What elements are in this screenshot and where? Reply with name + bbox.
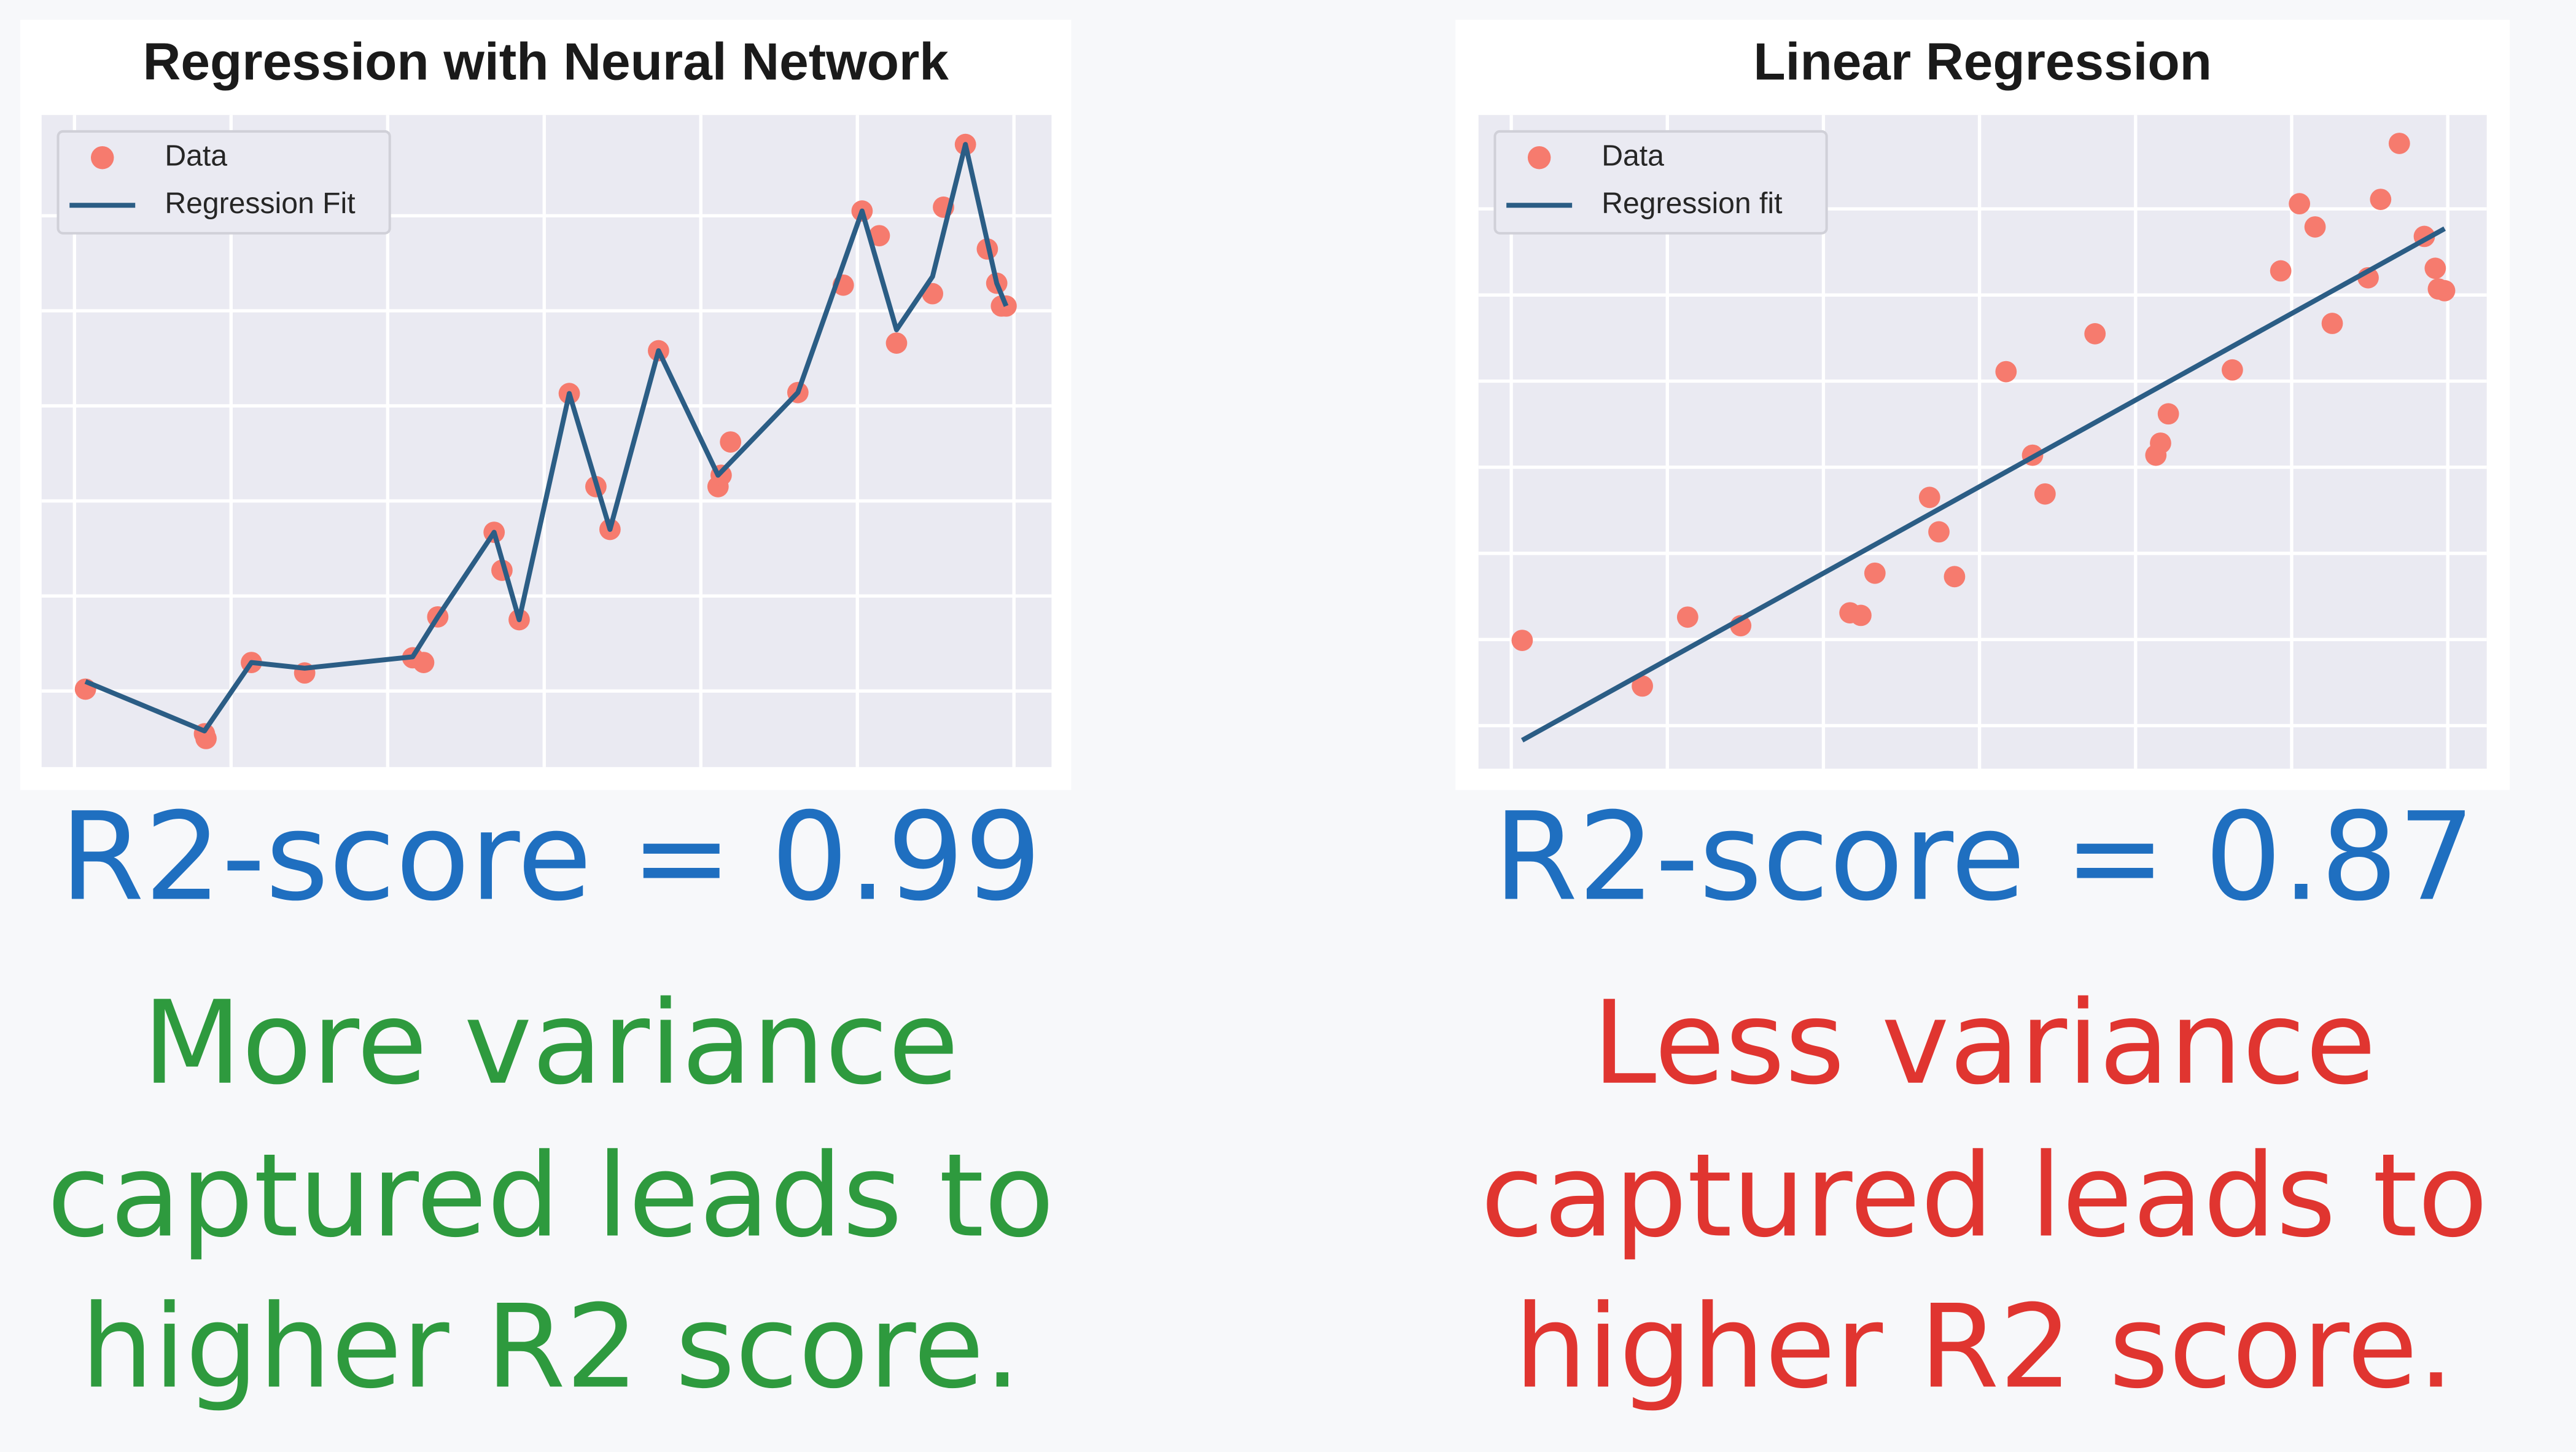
data-point (1864, 562, 1886, 584)
data-point (2434, 279, 2456, 302)
data-point (2221, 359, 2243, 381)
note-annotation: Less variance (1592, 977, 2376, 1110)
data-point (1944, 566, 1966, 588)
legend-label: Regression Fit (165, 187, 356, 220)
data-point (2424, 257, 2446, 279)
data-point (1850, 604, 1872, 626)
data-point (1928, 521, 1950, 543)
note-annotation: captured leads to (1481, 1129, 2488, 1263)
data-point (1676, 606, 1699, 628)
data-point (885, 332, 908, 354)
legend-marker (91, 146, 114, 170)
data-point (2304, 216, 2326, 238)
note-annotation: higher R2 score. (1514, 1280, 2454, 1414)
data-point (1918, 486, 1940, 509)
data-point (2370, 189, 2392, 211)
score-annotation: R2-score = 0.99 (60, 786, 1041, 927)
note-annotation: higher R2 score. (80, 1280, 1021, 1414)
data-point (413, 652, 435, 674)
data-point (2150, 432, 2171, 454)
legend-label: Data (165, 139, 227, 172)
legend-marker (1527, 146, 1551, 170)
data-point (2289, 193, 2311, 215)
legend-label: Regression fit (1601, 187, 1783, 220)
chart-title: Regression with Neural Network (143, 33, 949, 92)
legend-box (56, 130, 391, 235)
data-point (1995, 361, 2017, 383)
data-point (2034, 483, 2056, 505)
fit-line (84, 142, 1009, 734)
legend-box (1493, 130, 1828, 235)
data-point (2388, 133, 2410, 154)
legend-label: Data (1601, 139, 1664, 172)
data-point (1632, 675, 1653, 697)
data-point (2321, 313, 2343, 334)
data-point (2157, 403, 2179, 425)
note-annotation: More variance (142, 977, 959, 1110)
data-point (2270, 260, 2292, 282)
data-point (2084, 322, 2106, 345)
data-point (1511, 630, 1533, 651)
data-point (868, 225, 890, 247)
fit-line (1520, 226, 2446, 743)
note-annotation: captured leads to (47, 1129, 1054, 1263)
data-point (720, 431, 742, 453)
chart-title: Linear Regression (1753, 33, 2212, 92)
score-annotation: R2-score = 0.87 (1493, 786, 2475, 927)
